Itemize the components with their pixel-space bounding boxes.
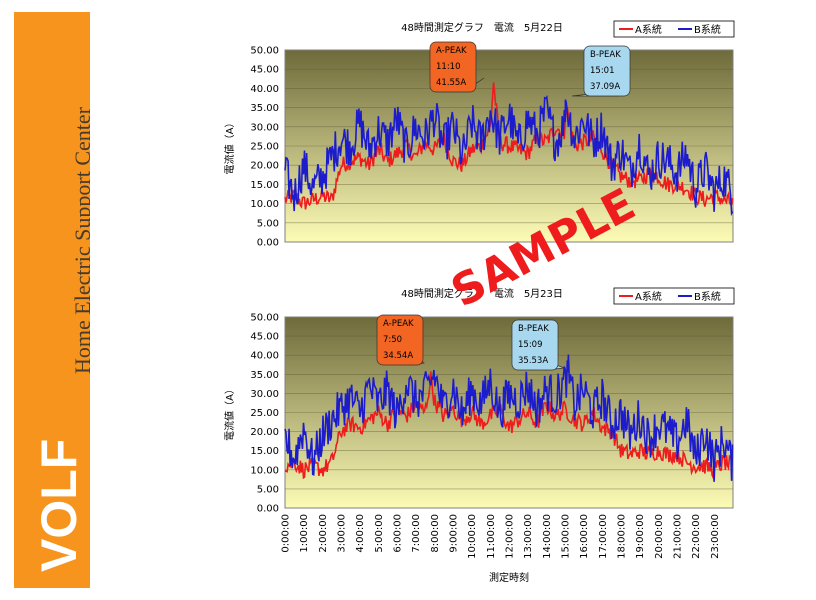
y-tick-label: 40.00: [250, 84, 279, 95]
callout-time: 15:09: [518, 340, 543, 350]
x-tick-label: 3:00:00: [337, 514, 348, 553]
callout-time: 7:50: [383, 335, 402, 345]
callout-box: [429, 41, 477, 93]
x-tick-label: 6:00:00: [393, 514, 404, 553]
x-tick-label: 21:00:00: [673, 514, 684, 559]
series-line-b: [284, 95, 734, 217]
y-tick-label: 0.00: [257, 504, 279, 515]
legend-label: B系統: [694, 23, 721, 36]
y-tick-label: 15.00: [250, 446, 279, 457]
x-tick-label: 13:00:00: [523, 514, 534, 559]
x-tick-label: 23:00:00: [710, 514, 721, 559]
x-tick-label: 5:00:00: [374, 514, 385, 553]
x-tick-label: 4:00:00: [355, 514, 366, 553]
chart-title: 48時間測定グラフ 電流 5月23日: [401, 287, 563, 300]
brand-logo: VOLF: [31, 439, 87, 572]
y-axis-title: 電流値（A）: [223, 118, 236, 175]
x-tick-label: 11:00:00: [486, 514, 497, 559]
peak-callout: A-PEAK 7:50 34.54A: [376, 314, 425, 366]
y-tick-label: 50.00: [250, 46, 279, 57]
x-tick-label: 8:00:00: [430, 514, 441, 553]
y-tick-label: 10.00: [250, 465, 279, 476]
y-tick-label: 20.00: [250, 161, 279, 172]
callout-value: 37.09A: [590, 82, 620, 92]
legend-box: [613, 287, 735, 305]
x-tick-label: 20:00:00: [654, 514, 665, 559]
legend-label: A系統: [635, 23, 662, 36]
callout-value: 41.55A: [436, 78, 466, 88]
callout-box: [511, 319, 559, 371]
x-tick-label: 17:00:00: [598, 514, 609, 559]
callout-label: A-PEAK: [436, 46, 467, 56]
x-axis-title: 測定時刻: [489, 571, 529, 584]
y-tick-label: 25.00: [250, 142, 279, 153]
y-tick-label: 35.00: [250, 103, 279, 114]
y-tick-label: 30.00: [250, 122, 279, 133]
x-tick-label: 19:00:00: [635, 514, 646, 559]
x-tick-label: 22:00:00: [691, 514, 702, 559]
y-tick-label: 0.00: [257, 238, 279, 249]
y-tick-label: 40.00: [250, 351, 279, 362]
y-tick-label: 10.00: [250, 199, 279, 210]
y-axis-title: 電流値（A）: [223, 384, 236, 441]
y-tick-label: 45.00: [250, 332, 279, 343]
callout-time: 15:01: [590, 66, 615, 76]
legend-box: [613, 20, 735, 38]
x-tick-label: 1:00:00: [299, 514, 310, 553]
callout-time: 11:10: [436, 62, 461, 72]
y-tick-label: 20.00: [250, 427, 279, 438]
x-tick-label: 12:00:00: [505, 514, 516, 559]
peak-callout: B-PEAK 15:09 35.53A: [511, 319, 565, 371]
x-tick-label: 9:00:00: [449, 514, 460, 553]
y-tick-label: 35.00: [250, 370, 279, 381]
legend: A系統 B系統: [613, 20, 735, 38]
callout-value: 35.53A: [518, 356, 548, 366]
callout-box: [376, 314, 424, 366]
peak-callout: B-PEAK 15:01 37.09A: [571, 45, 631, 97]
y-tick-label: 50.00: [250, 313, 279, 324]
y-tick-label: 5.00: [257, 484, 279, 495]
series-line-b: [284, 354, 734, 482]
legend-label: A系統: [635, 290, 662, 303]
brand-tagline: Home Electric Support Center: [70, 106, 90, 374]
brand-panel: VOLF Home Electric Support Center: [31, 106, 90, 572]
y-tick-label: 5.00: [257, 218, 279, 229]
x-tick-label: 18:00:00: [617, 514, 628, 559]
x-tick-label: 14:00:00: [542, 514, 553, 559]
callout-box: [583, 45, 631, 97]
chart-1: 50.00 45.00 40.00 35.00 30.00 25.00 20.00 15.00…: [223, 20, 735, 249]
x-tick-label: 2:00:00: [318, 514, 329, 553]
series-line-a: [284, 82, 734, 210]
x-tick-label: 7:00:00: [411, 514, 422, 553]
x-tick-label: 15:00:00: [561, 514, 572, 559]
chart-2: 50.00 45.00 40.00 35.00 30.00 25.00 20.00 15.00…: [223, 287, 735, 559]
x-tick-label: 16:00:00: [579, 514, 590, 559]
callout-label: B-PEAK: [518, 324, 549, 334]
callout-label: B-PEAK: [590, 50, 621, 60]
legend: A系統 B系統: [613, 287, 735, 305]
brand-sidebar: VOLF Home Electric Support Center: [14, 12, 90, 588]
y-tick-label: 25.00: [250, 408, 279, 419]
callout-label: A-PEAK: [383, 319, 414, 329]
x-tick-label: 10:00:00: [467, 514, 478, 559]
y-tick-label: 15.00: [250, 180, 279, 191]
legend-label: B系統: [694, 290, 721, 303]
chart-title: 48時間測定グラフ 電流 5月22日: [401, 21, 563, 34]
x-tick-label: 0:00:00: [281, 514, 292, 553]
y-tick-label: 45.00: [250, 65, 279, 76]
series-line-a: [284, 371, 734, 481]
peak-callout: A-PEAK 11:10 41.55A: [429, 41, 485, 93]
callout-value: 34.54A: [383, 351, 413, 361]
y-tick-label: 30.00: [250, 389, 279, 400]
